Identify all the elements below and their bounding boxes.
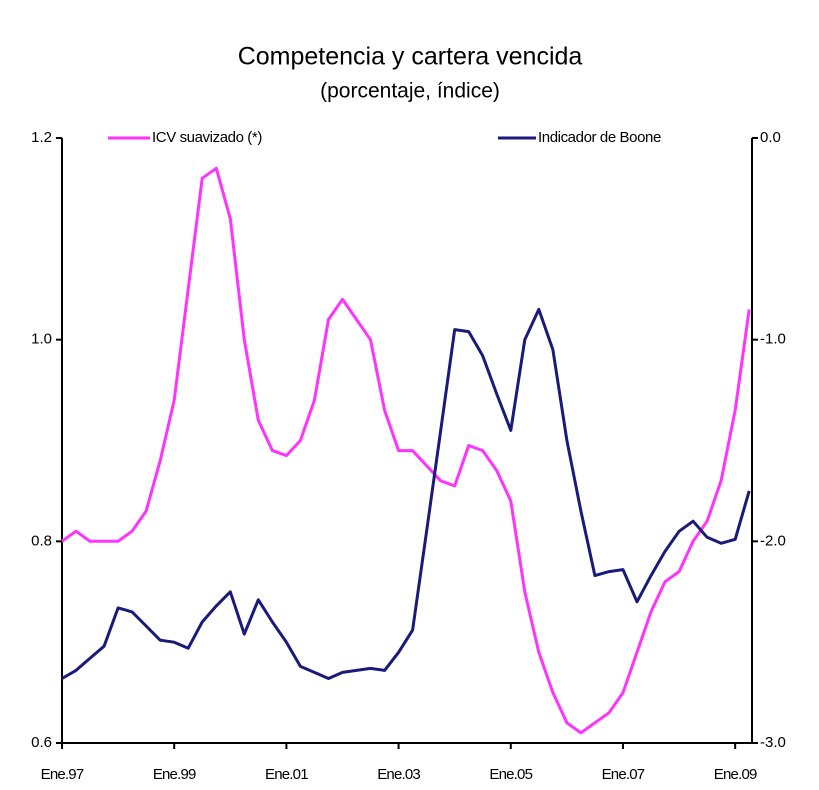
x-tick-label: Ene.99 bbox=[153, 766, 196, 783]
y-tick-label: 0.6 bbox=[31, 734, 52, 751]
x-tick-label: Ene.97 bbox=[41, 766, 84, 783]
y-tick-label: 0.8 bbox=[31, 532, 52, 549]
y2-tick-label: -3.0 bbox=[760, 734, 786, 751]
y2-tick-label: 0.0 bbox=[760, 129, 781, 146]
y2-tick-label: -1.0 bbox=[760, 331, 786, 348]
chart-title: Competencia y cartera vencida bbox=[238, 43, 583, 71]
series-line bbox=[61, 307, 751, 680]
x-tick-label: Ene.09 bbox=[714, 766, 757, 783]
x-tick-label: Ene.05 bbox=[489, 766, 532, 783]
legend-label: ICV suavizado (*) bbox=[152, 129, 262, 146]
x-tick-label: Ene.01 bbox=[265, 766, 308, 783]
legend-label: Indicador de Boone bbox=[538, 129, 661, 146]
x-tick-label: Ene.03 bbox=[377, 766, 420, 783]
chart-subtitle: (porcentaje, índice) bbox=[320, 80, 500, 103]
series-line bbox=[61, 166, 751, 735]
y2-tick-label: -2.0 bbox=[760, 532, 786, 549]
x-tick-label: Ene.07 bbox=[602, 766, 645, 783]
y-tick-label: 1.2 bbox=[31, 129, 52, 146]
y-tick-label: 1.0 bbox=[31, 331, 52, 348]
